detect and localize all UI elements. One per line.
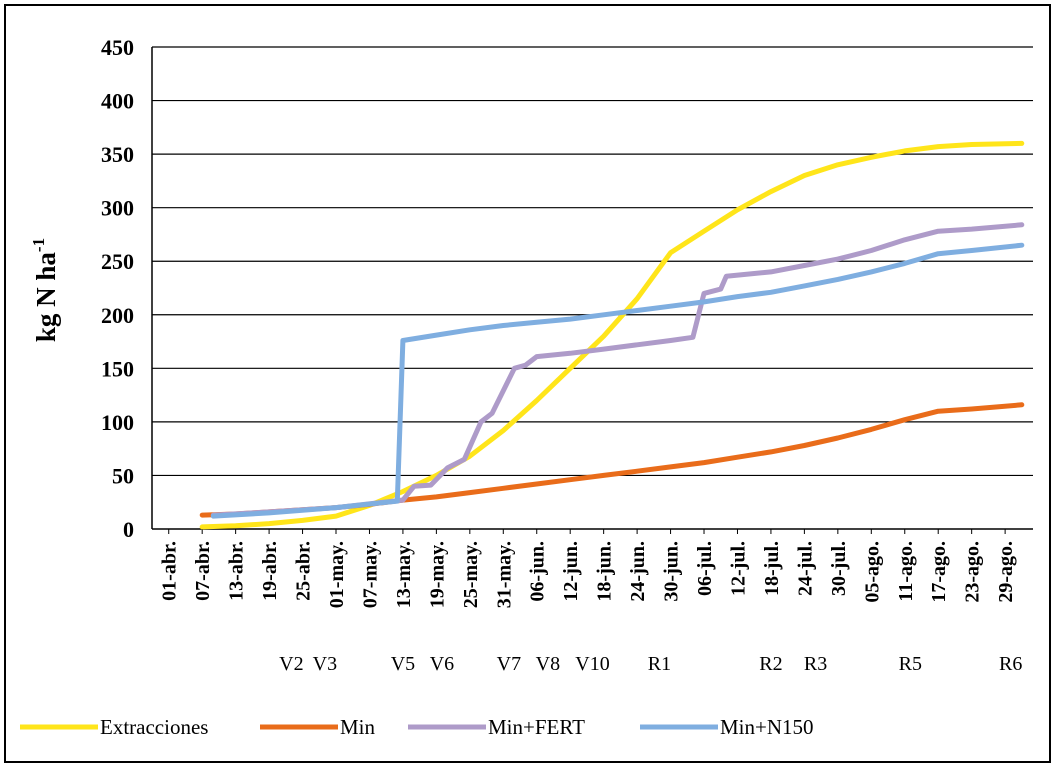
- x-tick-label: 30-jul.: [828, 541, 850, 596]
- x-tick-label: 01-may.: [326, 541, 348, 608]
- x-tick-label: 24-jun.: [627, 541, 649, 602]
- x-tick-label: 07-may.: [359, 541, 381, 608]
- legend: Extracciones Min Min+FERT Min+N150: [20, 715, 814, 739]
- x-tick-label: 17-ago.: [928, 541, 950, 603]
- stage-label: V8: [536, 653, 560, 675]
- x-tick-label: 18-jul.: [761, 541, 783, 596]
- y-tick-labels: 0 50 100 150 200 250 300 350 400 450: [101, 35, 134, 542]
- stage-label: V7: [497, 653, 521, 675]
- y-tick-label: 300: [101, 196, 134, 221]
- gridlines: [152, 46, 1033, 477]
- legend-entry: Min: [340, 715, 376, 739]
- y-axis-label: kg N ha-1: [29, 238, 61, 342]
- x-tick-label: 24-jul.: [794, 541, 816, 596]
- phenology-stage-labels: V2 V3 V5 V6 V7 V8 V10 R1 R2 R3 R5 R6: [279, 653, 1022, 675]
- y-tick-label: 400: [101, 89, 134, 114]
- stage-label: R1: [648, 653, 671, 675]
- chart-frame: [4, 4, 1051, 763]
- axes: [151, 47, 1033, 534]
- series-lines: [199, 140, 1025, 530]
- stage-label: V6: [430, 653, 454, 675]
- stage-label: R2: [759, 653, 782, 675]
- series-line: [210, 242, 1025, 519]
- x-tick-label: 06-jun.: [527, 541, 549, 602]
- x-tick-label: 13-abr.: [226, 541, 248, 601]
- x-tick-label: 13-may.: [393, 541, 415, 608]
- y-tick-label: 250: [101, 249, 134, 274]
- x-tick-label: 25-may.: [460, 541, 482, 608]
- series-line: [199, 140, 1025, 530]
- stage-label: R6: [999, 653, 1022, 675]
- stage-label: V3: [313, 653, 337, 675]
- x-tick-label: 12-jun.: [560, 541, 582, 602]
- series-line: [210, 222, 1025, 518]
- y-tick-label: 50: [112, 463, 134, 488]
- legend-entry: Min+FERT: [488, 715, 585, 739]
- x-tick-label: 12-jul.: [727, 541, 749, 596]
- y-tick-label: 100: [101, 410, 134, 435]
- x-tick-labels: 01-abr. 07-abr. 13-abr. 19-abr. 25-abr. 01-ma…: [159, 541, 1017, 608]
- x-tick-label: 07-abr.: [192, 541, 214, 601]
- stage-label: V5: [391, 653, 415, 675]
- y-tick-label: 200: [101, 303, 134, 328]
- x-tick-label: 19-may.: [426, 541, 448, 608]
- x-tick-label: 30-jun.: [661, 541, 683, 602]
- x-tick-label: 05-ago.: [861, 541, 883, 603]
- stage-label: R3: [804, 653, 827, 675]
- y-tick-label: 450: [101, 35, 134, 60]
- x-tick-label: 19-abr.: [259, 541, 281, 601]
- x-tick-label: 29-ago.: [995, 541, 1017, 603]
- x-tick-label: 18-jun.: [594, 541, 616, 602]
- x-tick-label: 25-abr.: [293, 541, 315, 601]
- x-tick-label: 06-jul.: [694, 541, 716, 596]
- y-tick-label: 150: [101, 356, 134, 381]
- x-tick-label: 11-ago.: [895, 541, 917, 602]
- stage-label: V2: [279, 653, 303, 675]
- x-tick-label: 31-may.: [493, 541, 515, 608]
- y-tick-label: 350: [101, 142, 134, 167]
- legend-entry: Min+N150: [720, 715, 814, 739]
- x-tick-label: 23-ago.: [962, 541, 984, 603]
- y-axis-label-superscript: -1: [29, 238, 48, 252]
- stage-label: V10: [575, 653, 609, 675]
- y-tick-label: 0: [123, 517, 134, 542]
- legend-entry: Extracciones: [100, 715, 208, 739]
- x-tick-label: 01-abr.: [159, 541, 181, 601]
- stage-label: R5: [899, 653, 922, 675]
- y-axis-label-text: kg N ha: [31, 252, 61, 343]
